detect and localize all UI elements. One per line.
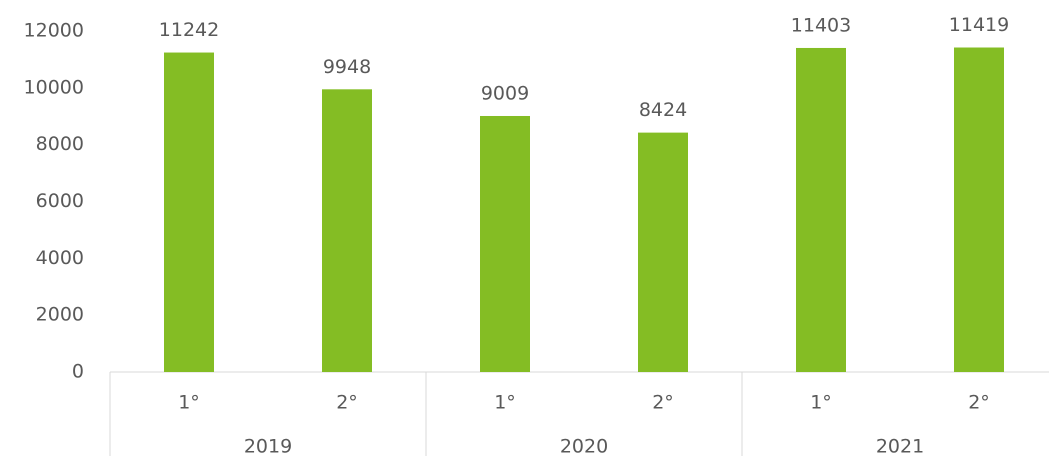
y-tick-label: 2000	[36, 304, 84, 326]
group-label: 2021	[876, 436, 924, 456]
y-tick-label: 4000	[36, 247, 84, 269]
value-label: 11403	[791, 14, 851, 36]
bar	[954, 47, 1004, 373]
value-label: 9948	[323, 56, 371, 78]
x-tick-label: 2°	[652, 392, 674, 414]
group-label: 2020	[560, 436, 608, 456]
bar	[322, 89, 372, 372]
value-label: 11419	[949, 14, 1009, 36]
y-tick-label: 8000	[36, 133, 84, 155]
y-tick-label: 6000	[36, 190, 84, 212]
bar	[796, 47, 846, 372]
x-tick-label: 2°	[968, 392, 990, 414]
y-tick-label: 0	[72, 361, 84, 383]
group-label: 2019	[244, 436, 292, 456]
bar	[480, 115, 530, 372]
bar	[164, 52, 214, 373]
y-tick-label: 12000	[24, 20, 84, 42]
value-label: 11242	[159, 19, 219, 41]
x-tick-label: 1°	[810, 392, 832, 414]
value-label: 8424	[639, 99, 687, 121]
y-tick-label: 10000	[24, 76, 84, 98]
x-tick-label: 1°	[494, 392, 516, 414]
bar	[638, 132, 688, 372]
x-tick-label: 1°	[178, 392, 200, 414]
x-tick-label: 2°	[336, 392, 358, 414]
value-label: 9009	[481, 82, 529, 104]
